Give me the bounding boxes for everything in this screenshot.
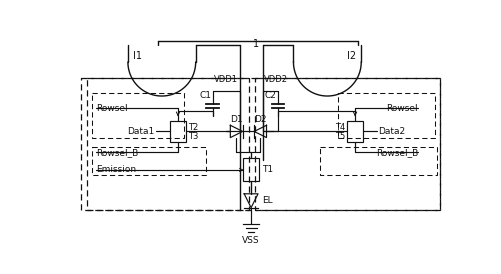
Text: T5: T5 (334, 132, 344, 141)
Text: EL: EL (262, 196, 272, 205)
Text: C2: C2 (264, 91, 276, 100)
Text: D2: D2 (254, 115, 266, 124)
Bar (347, 121, 362, 142)
Text: T3: T3 (187, 132, 198, 141)
Text: I1: I1 (132, 51, 141, 61)
Text: C1: C1 (199, 91, 210, 100)
Text: T1: T1 (262, 165, 273, 175)
Text: VDD1: VDD1 (213, 75, 237, 84)
Bar (92, 147, 205, 175)
Bar (81, 78, 439, 210)
Bar (338, 93, 434, 138)
Text: VSS: VSS (242, 236, 260, 245)
Bar (319, 147, 436, 175)
Text: Data1: Data1 (127, 127, 154, 136)
Bar (170, 121, 185, 142)
Text: D1: D1 (230, 115, 242, 124)
Text: Rowsel_B: Rowsel_B (375, 148, 417, 157)
Text: I2: I2 (347, 51, 356, 61)
Text: Emission: Emission (96, 165, 136, 175)
Text: T2: T2 (187, 123, 198, 132)
Text: Rowsel: Rowsel (96, 104, 128, 113)
Text: T4: T4 (334, 123, 344, 132)
Text: 1: 1 (253, 39, 259, 49)
Bar (255, 78, 439, 210)
Text: VDD2: VDD2 (264, 75, 288, 84)
Bar (92, 93, 184, 138)
Text: Rowsel: Rowsel (386, 104, 417, 113)
Bar (87, 78, 248, 210)
Bar (243, 158, 259, 181)
Text: Data2: Data2 (377, 127, 404, 136)
Text: Rowsel_B: Rowsel_B (96, 148, 138, 157)
